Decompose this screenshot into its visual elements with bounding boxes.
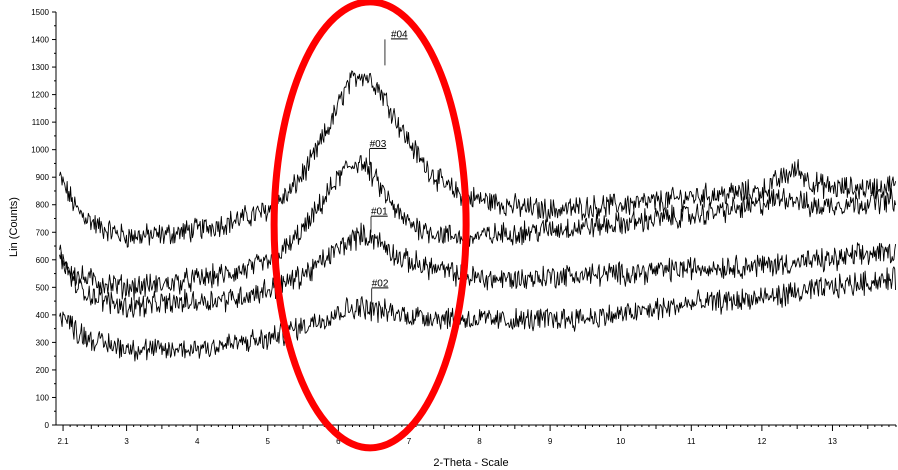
y-tick-label: 1400 (31, 36, 49, 45)
peak-labels: #04 #03 #01 #02 (369, 29, 408, 305)
x-tick-label: 10 (616, 437, 625, 446)
y-tick-label: 400 (36, 311, 50, 320)
y-tick-label: 1300 (31, 63, 49, 72)
series-line (59, 155, 897, 301)
y-axis-title: Lin (Counts) (8, 197, 20, 257)
peak-label: #03 (370, 139, 387, 150)
y-tick-label: 1200 (31, 91, 49, 100)
x-tick-label: 11 (687, 437, 696, 446)
y-tick-label: 900 (36, 173, 50, 182)
x-tick-label: 12 (757, 437, 766, 446)
y-tick-label: 1100 (32, 118, 50, 127)
y-tick-label: 800 (36, 201, 50, 210)
x-tick-label: 13 (828, 437, 837, 446)
x-tick-label: 7 (407, 437, 412, 446)
y-tick-label: 200 (36, 366, 50, 375)
y-tick-label: 500 (36, 283, 50, 292)
x-tick-label: 3 (124, 437, 129, 446)
x-tick-label: 4 (195, 437, 200, 446)
y-tick-label: 100 (36, 393, 50, 402)
peak-label: #02 (372, 278, 389, 289)
y-tick-label: 300 (36, 338, 50, 347)
x-tick-label: 6 (336, 437, 341, 446)
series-line (59, 266, 897, 362)
y-tick-label: 1000 (31, 146, 49, 155)
x-axis-title: 2-Theta - Scale (433, 457, 508, 469)
highlight-annotation (270, 0, 470, 452)
y-tick-label: 600 (36, 256, 50, 265)
x-tick-label: 8 (477, 437, 482, 446)
peak-label: #01 (371, 207, 388, 218)
x-tick-label: 2.1 (57, 437, 69, 446)
x-axis: 2.1 3 4 5 6 7 8 9 10 11 12 13 (56, 424, 897, 446)
y-axis: 0 100 200 300 400 500 600 700 800 900 1000 1100 1200… (31, 8, 57, 430)
highlight-ellipse (270, 0, 470, 452)
series-line (59, 70, 897, 248)
series-line (59, 222, 897, 318)
y-tick-label: 0 (45, 421, 50, 430)
x-tick-label: 5 (266, 437, 271, 446)
peak-label: #04 (391, 29, 408, 40)
series-lines (59, 70, 897, 362)
y-tick-label: 1500 (31, 8, 49, 17)
x-tick-label: 9 (548, 437, 553, 446)
y-tick-label: 700 (36, 228, 50, 237)
